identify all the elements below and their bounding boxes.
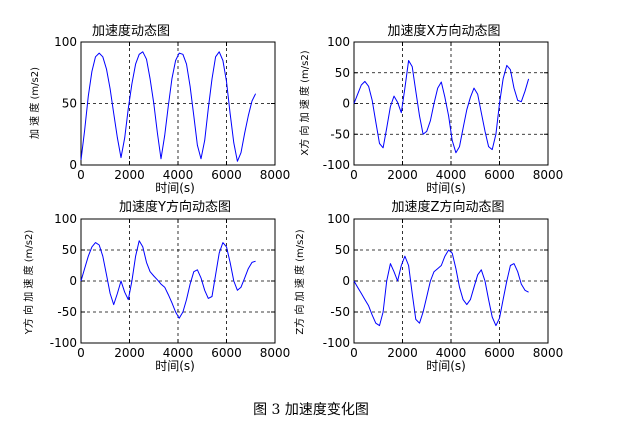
x-tick-label: 8000	[533, 346, 564, 360]
x-axis-label: 时间(s)	[426, 359, 466, 373]
y-axis-label: Y方 向 加 速 度 (m/s2)	[22, 230, 35, 336]
x-tick-label: 6000	[484, 168, 515, 182]
plot-area: 0 2000 4000 6000 8000 -100 -50 0 50 100	[323, 35, 564, 182]
series-line	[80, 51, 257, 162]
x-tick-label: 6000	[484, 346, 515, 360]
plot-area: 0 2000 4000 6000 8000 -100 -50 0 50 100	[323, 212, 564, 360]
x-tick-label: 2000	[114, 346, 145, 360]
y-tick-label: -100	[50, 336, 77, 350]
series-line	[80, 240, 256, 319]
plot-area: 0 2000 4000 6000 8000 -100 -50 0 50 100	[50, 212, 291, 360]
series-line	[353, 60, 530, 154]
x-tick-label: 0	[350, 168, 358, 182]
y-tick-label: 50	[335, 66, 350, 80]
y-tick-label: -50	[330, 305, 350, 319]
subplot-title: 加速度Y方向动态图	[119, 199, 231, 215]
x-axis-label: 时间(s)	[155, 359, 195, 373]
x-tick-label: 4000	[436, 346, 467, 360]
y-axis-label: Z方 向 加 速 度 (m/s2)	[293, 229, 306, 334]
x-tick-label: 2000	[114, 168, 145, 182]
x-tick-label: 2000	[387, 168, 418, 182]
x-tick-label: 2000	[387, 346, 418, 360]
y-tick-label: 0	[69, 158, 77, 172]
subplot-title: 加速度Z方向动态图	[392, 199, 505, 215]
x-tick-label: 6000	[211, 346, 242, 360]
y-tick-label: -50	[330, 127, 350, 141]
x-tick-label: 0	[350, 346, 358, 360]
y-tick-label: 0	[342, 274, 350, 288]
y-tick-label: 50	[62, 243, 77, 257]
y-tick-label: 100	[327, 35, 350, 49]
y-axis-label: X方 向 加 速 度 (m/s2)	[298, 50, 311, 155]
x-tick-label: 4000	[436, 168, 467, 182]
subplot-title: 加速度动态图	[92, 23, 170, 39]
subplot-x-direction: 加速度X方向动态图 X方 向 加 速 度 (m/s2) 时间(s)	[298, 23, 500, 195]
x-tick-label: 0	[77, 168, 85, 182]
y-tick-label: 50	[62, 97, 77, 111]
x-axis-label: 时间(s)	[426, 181, 466, 195]
subplot-z-direction: 加速度Z方向动态图 Z方 向 加 速 度 (m/s2) 时间(s)	[293, 199, 504, 373]
y-tick-label: 100	[327, 212, 350, 226]
x-tick-label: 0	[77, 346, 85, 360]
y-tick-label: 0	[342, 97, 350, 111]
y-tick-label: -100	[323, 336, 350, 350]
y-tick-label: 100	[54, 212, 77, 226]
y-tick-label: 50	[335, 243, 350, 257]
plot-area: 0 2000 4000 6000 8000 0 50 100	[54, 35, 290, 182]
subplot-y-direction: 加速度Y方向动态图 Y方 向 加 速 度 (m/s2) 时间(s)	[22, 199, 231, 373]
x-tick-label: 8000	[260, 346, 291, 360]
figure-caption: 图 3 加速度变化图	[253, 402, 369, 418]
subplot-total: 加速度动态图 加 速 度 (m/s2) 时间(s)	[28, 23, 195, 195]
x-tick-label: 4000	[163, 346, 194, 360]
y-axis-label: 加 速 度 (m/s2)	[28, 67, 41, 139]
y-tick-label: 100	[54, 35, 77, 49]
y-tick-label: -50	[57, 305, 77, 319]
series-line	[353, 249, 529, 327]
subplot-title: 加速度X方向动态图	[388, 23, 501, 39]
x-tick-label: 8000	[533, 168, 564, 182]
y-tick-label: 0	[69, 274, 77, 288]
x-tick-label: 6000	[211, 168, 242, 182]
x-axis-label: 时间(s)	[155, 181, 195, 195]
x-tick-label: 4000	[163, 168, 194, 182]
x-tick-label: 8000	[260, 168, 291, 182]
y-tick-label: -100	[323, 158, 350, 172]
